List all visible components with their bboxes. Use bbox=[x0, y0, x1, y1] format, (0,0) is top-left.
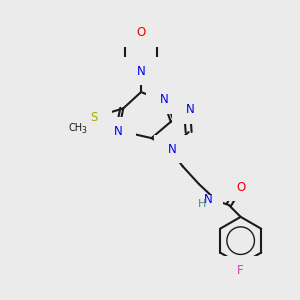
FancyBboxPatch shape bbox=[100, 117, 136, 145]
FancyBboxPatch shape bbox=[146, 86, 182, 114]
Text: H: H bbox=[198, 199, 206, 209]
Text: F: F bbox=[237, 264, 244, 277]
Text: N: N bbox=[168, 142, 177, 156]
Text: N: N bbox=[114, 125, 123, 138]
Text: O: O bbox=[136, 26, 146, 39]
FancyBboxPatch shape bbox=[223, 173, 259, 201]
FancyBboxPatch shape bbox=[75, 103, 112, 131]
Text: N: N bbox=[137, 64, 146, 78]
FancyBboxPatch shape bbox=[154, 135, 190, 163]
FancyBboxPatch shape bbox=[172, 96, 208, 124]
FancyBboxPatch shape bbox=[123, 19, 159, 46]
FancyBboxPatch shape bbox=[123, 57, 159, 85]
FancyBboxPatch shape bbox=[199, 195, 223, 206]
FancyBboxPatch shape bbox=[67, 122, 88, 133]
Text: N: N bbox=[204, 193, 213, 206]
Text: 3: 3 bbox=[82, 126, 87, 135]
Text: N: N bbox=[186, 103, 194, 116]
Text: CH: CH bbox=[69, 123, 83, 133]
Text: O: O bbox=[236, 181, 245, 194]
FancyBboxPatch shape bbox=[223, 256, 259, 284]
Text: N: N bbox=[160, 93, 168, 106]
Text: S: S bbox=[90, 111, 97, 124]
